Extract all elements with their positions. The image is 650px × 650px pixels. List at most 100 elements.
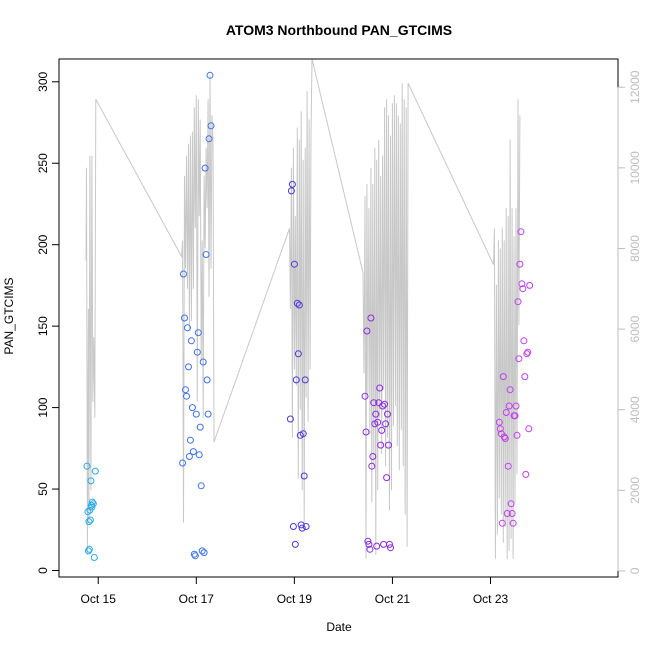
data-point	[87, 477, 95, 485]
data-point	[199, 358, 207, 366]
secondary-tick-label: 0	[628, 567, 642, 574]
data-point	[189, 448, 197, 456]
data-point	[191, 552, 199, 560]
data-point	[378, 426, 386, 434]
data-point	[367, 314, 375, 322]
data-point	[88, 498, 96, 506]
data-point	[496, 425, 504, 433]
data-point	[525, 425, 533, 433]
data-point	[194, 329, 202, 337]
secondary-tick-label: 4000	[628, 396, 642, 423]
points-layer	[83, 71, 534, 561]
data-point	[508, 510, 516, 517]
data-point	[370, 399, 378, 407]
y-tick-label: 100	[36, 397, 50, 417]
data-point	[498, 519, 506, 527]
data-point	[521, 373, 529, 381]
data-point	[379, 402, 387, 410]
data-point	[197, 482, 205, 490]
data-point	[183, 392, 190, 400]
data-point	[288, 180, 296, 188]
data-point	[368, 462, 376, 470]
data-point	[84, 547, 92, 555]
data-point	[523, 350, 531, 358]
data-point	[86, 516, 94, 524]
data-point	[203, 376, 211, 384]
data-point	[377, 441, 385, 449]
data-point	[372, 410, 380, 418]
data-point	[297, 521, 305, 529]
data-point	[513, 431, 521, 439]
y-tick-label: 300	[36, 71, 50, 91]
data-point	[502, 409, 510, 416]
plot-frame	[58, 58, 619, 578]
data-point	[289, 523, 297, 530]
data-point	[195, 451, 203, 459]
data-point	[383, 474, 391, 482]
y-tick-label: 50	[36, 482, 50, 496]
data-point	[192, 410, 200, 418]
chart-title: ATOM3 Northbound PAN_GTCIMS	[226, 22, 452, 38]
y-tick-label: 250	[36, 153, 50, 173]
data-point	[362, 428, 370, 436]
data-point	[507, 500, 515, 508]
secondary-tick-label: 10000	[628, 151, 642, 185]
data-point	[193, 348, 201, 356]
data-point	[292, 376, 300, 384]
data-point	[186, 436, 194, 444]
data-point	[300, 472, 308, 480]
data-point	[83, 462, 91, 470]
secondary-tick-label: 8000	[628, 235, 642, 262]
x-tick-label: Oct 17	[179, 592, 215, 606]
data-point	[299, 430, 307, 438]
data-point	[185, 363, 192, 371]
data-point	[294, 350, 302, 358]
data-point	[184, 324, 191, 332]
secondary-tick-label: 2000	[628, 477, 642, 504]
data-point	[290, 260, 298, 268]
data-point	[206, 71, 214, 79]
data-point	[384, 410, 391, 418]
data-point	[201, 164, 209, 172]
x-tick-label: Oct 15	[81, 592, 117, 606]
data-point	[503, 510, 511, 517]
data-point	[517, 228, 525, 236]
data-point	[188, 404, 196, 412]
x-tick-label: Oct 21	[375, 592, 411, 606]
data-point	[205, 135, 213, 143]
data-point	[519, 285, 527, 293]
secondary-tick-label: 12000	[628, 70, 642, 104]
data-point	[524, 348, 532, 356]
data-point	[85, 518, 93, 526]
data-point	[499, 373, 507, 381]
data-point	[301, 376, 309, 384]
data-point	[374, 418, 382, 426]
secondary-line-layer	[85, 58, 521, 559]
data-point	[509, 519, 517, 527]
data-point	[287, 187, 295, 195]
data-point	[89, 500, 97, 508]
data-point	[293, 299, 301, 307]
data-point	[373, 542, 381, 550]
data-point	[505, 402, 513, 410]
data-point	[302, 523, 310, 530]
data-point	[365, 540, 373, 548]
data-point	[522, 470, 530, 478]
y-axis-label: PAN_GTCIMS	[2, 277, 16, 354]
y-tick-label: 0	[36, 567, 50, 574]
data-point	[500, 433, 508, 441]
data-point	[85, 545, 93, 553]
data-point	[376, 384, 384, 392]
data-point	[182, 386, 189, 394]
data-point	[361, 392, 369, 400]
data-point	[385, 441, 392, 449]
data-point	[386, 540, 393, 548]
data-point	[364, 537, 372, 545]
data-point	[198, 547, 206, 555]
data-point	[181, 314, 188, 322]
secondary-series-line	[85, 58, 521, 559]
data-point	[511, 412, 519, 420]
secondary-tick-label: 6000	[628, 315, 642, 342]
data-point	[190, 550, 198, 558]
data-point	[180, 270, 187, 278]
